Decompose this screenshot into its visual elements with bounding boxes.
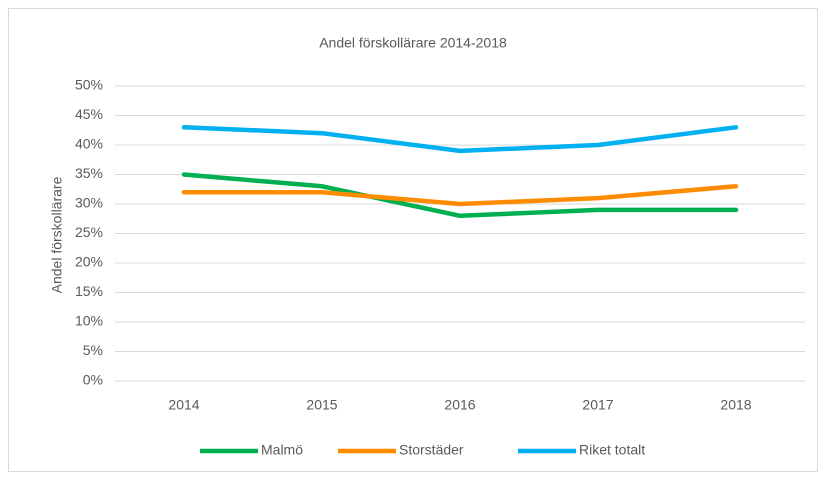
y-tick-label: 5%	[83, 342, 103, 358]
y-tick-label: 35%	[75, 165, 103, 181]
y-tick-label: 45%	[75, 106, 103, 122]
series-line	[181, 125, 739, 154]
y-tick-label: 10%	[75, 313, 103, 329]
x-tick-label: 2018	[720, 397, 751, 413]
y-axis-title: Andel förskollärare	[49, 176, 65, 293]
legend-label: Riket totalt	[579, 442, 645, 458]
x-tick-label: 2014	[168, 397, 199, 413]
x-tick-label: 2017	[582, 397, 613, 413]
y-tick-label: 20%	[75, 254, 103, 270]
y-tick-label: 40%	[75, 136, 103, 152]
y-tick-label: 0%	[83, 372, 103, 388]
series-line	[181, 172, 739, 219]
series-line	[181, 184, 739, 207]
x-tick-label: 2016	[444, 397, 475, 413]
y-tick-label: 50%	[75, 77, 103, 93]
legend-label: Malmö	[261, 442, 303, 458]
y-tick-label: 15%	[75, 283, 103, 299]
chart-title: Andel förskollärare 2014-2018	[319, 35, 507, 51]
x-tick-label: 2015	[306, 397, 337, 413]
legend-label: Storstäder	[399, 442, 464, 458]
y-tick-label: 25%	[75, 224, 103, 240]
chart-border	[8, 8, 818, 472]
y-tick-label: 30%	[75, 195, 103, 211]
